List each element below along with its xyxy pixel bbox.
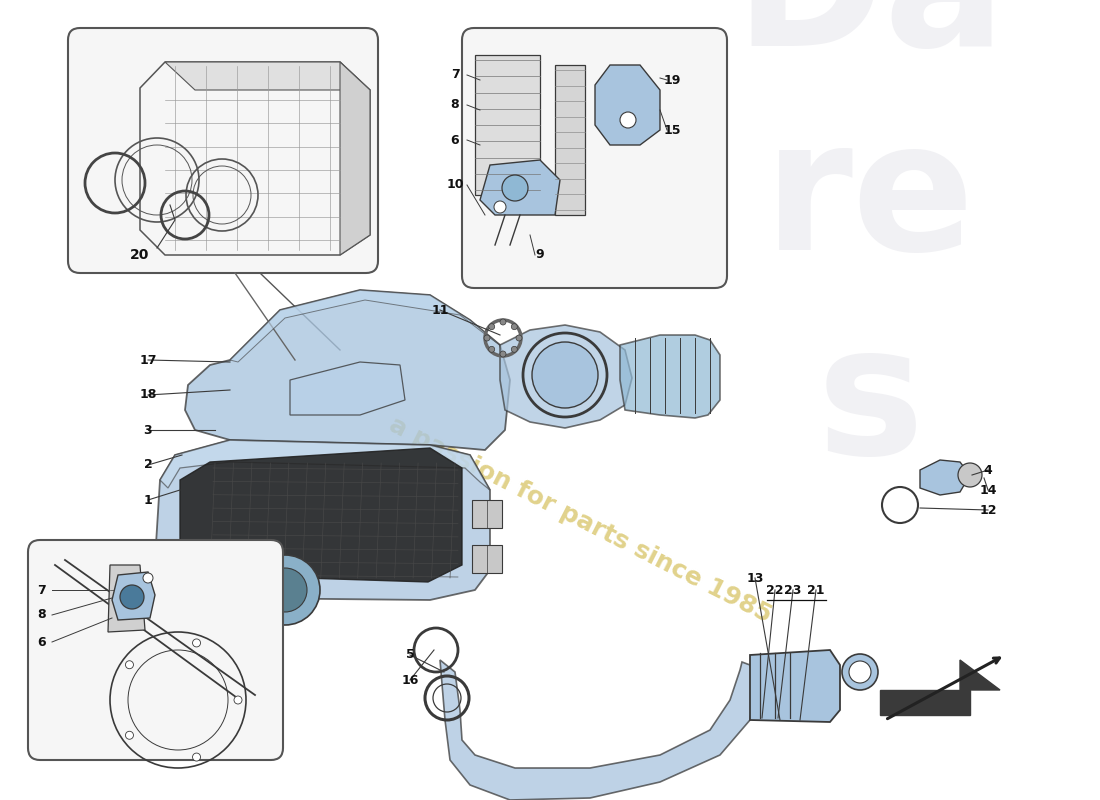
Circle shape	[500, 351, 506, 357]
FancyBboxPatch shape	[28, 540, 283, 760]
Text: 8: 8	[451, 98, 460, 111]
Text: 2: 2	[144, 458, 153, 471]
Circle shape	[849, 661, 871, 683]
Polygon shape	[750, 650, 840, 722]
Circle shape	[484, 335, 490, 341]
Text: a passion for parts since 1985: a passion for parts since 1985	[385, 413, 776, 627]
Circle shape	[250, 555, 320, 625]
Text: 7: 7	[451, 69, 460, 82]
Text: 22: 22	[767, 583, 783, 597]
Circle shape	[143, 573, 153, 583]
Circle shape	[516, 335, 522, 341]
Polygon shape	[155, 440, 490, 600]
Text: 10: 10	[447, 178, 464, 191]
Polygon shape	[472, 545, 502, 573]
Circle shape	[620, 112, 636, 128]
Polygon shape	[165, 62, 370, 90]
Circle shape	[488, 346, 495, 352]
Text: 6: 6	[451, 134, 460, 146]
Circle shape	[512, 346, 517, 352]
Polygon shape	[440, 660, 755, 800]
Text: Da
re
s: Da re s	[734, 0, 1005, 491]
Text: 13: 13	[746, 571, 763, 585]
Polygon shape	[595, 65, 660, 145]
Circle shape	[494, 201, 506, 213]
Circle shape	[512, 324, 517, 330]
Polygon shape	[160, 440, 490, 490]
Text: 9: 9	[536, 249, 544, 262]
Text: 12: 12	[979, 503, 997, 517]
Polygon shape	[620, 335, 721, 418]
Polygon shape	[475, 55, 540, 195]
Circle shape	[842, 654, 878, 690]
Text: 15: 15	[663, 123, 681, 137]
Circle shape	[234, 696, 242, 704]
Circle shape	[502, 175, 528, 201]
Circle shape	[192, 753, 200, 761]
Polygon shape	[108, 565, 145, 632]
Polygon shape	[340, 62, 370, 255]
Text: 18: 18	[140, 389, 156, 402]
Circle shape	[263, 568, 307, 612]
Text: 4: 4	[983, 463, 992, 477]
Circle shape	[488, 324, 495, 330]
Text: 19: 19	[663, 74, 681, 86]
Polygon shape	[556, 65, 585, 215]
Text: 6: 6	[37, 635, 46, 649]
Polygon shape	[185, 290, 510, 450]
Polygon shape	[880, 690, 970, 715]
Polygon shape	[112, 572, 155, 620]
Text: 3: 3	[144, 423, 152, 437]
Text: 20: 20	[130, 248, 150, 262]
Polygon shape	[920, 460, 970, 495]
FancyBboxPatch shape	[68, 28, 378, 273]
FancyBboxPatch shape	[462, 28, 727, 288]
Text: 23: 23	[784, 583, 802, 597]
Text: 5: 5	[406, 649, 415, 662]
Text: 7: 7	[37, 583, 46, 597]
Polygon shape	[290, 362, 405, 415]
Polygon shape	[500, 325, 632, 428]
Text: 1: 1	[144, 494, 153, 506]
Circle shape	[192, 639, 200, 647]
Text: 21: 21	[807, 583, 825, 597]
Circle shape	[500, 319, 506, 325]
Circle shape	[532, 342, 598, 408]
Polygon shape	[960, 660, 1000, 690]
Text: 16: 16	[402, 674, 419, 686]
Text: 14: 14	[979, 483, 997, 497]
Polygon shape	[230, 290, 500, 362]
Circle shape	[958, 463, 982, 487]
Polygon shape	[472, 500, 502, 528]
Circle shape	[125, 661, 133, 669]
Text: 8: 8	[37, 609, 46, 622]
Polygon shape	[480, 160, 560, 215]
Text: 11: 11	[431, 303, 449, 317]
Text: 17: 17	[140, 354, 156, 366]
Polygon shape	[180, 448, 462, 582]
Circle shape	[120, 585, 144, 609]
Circle shape	[125, 731, 133, 739]
